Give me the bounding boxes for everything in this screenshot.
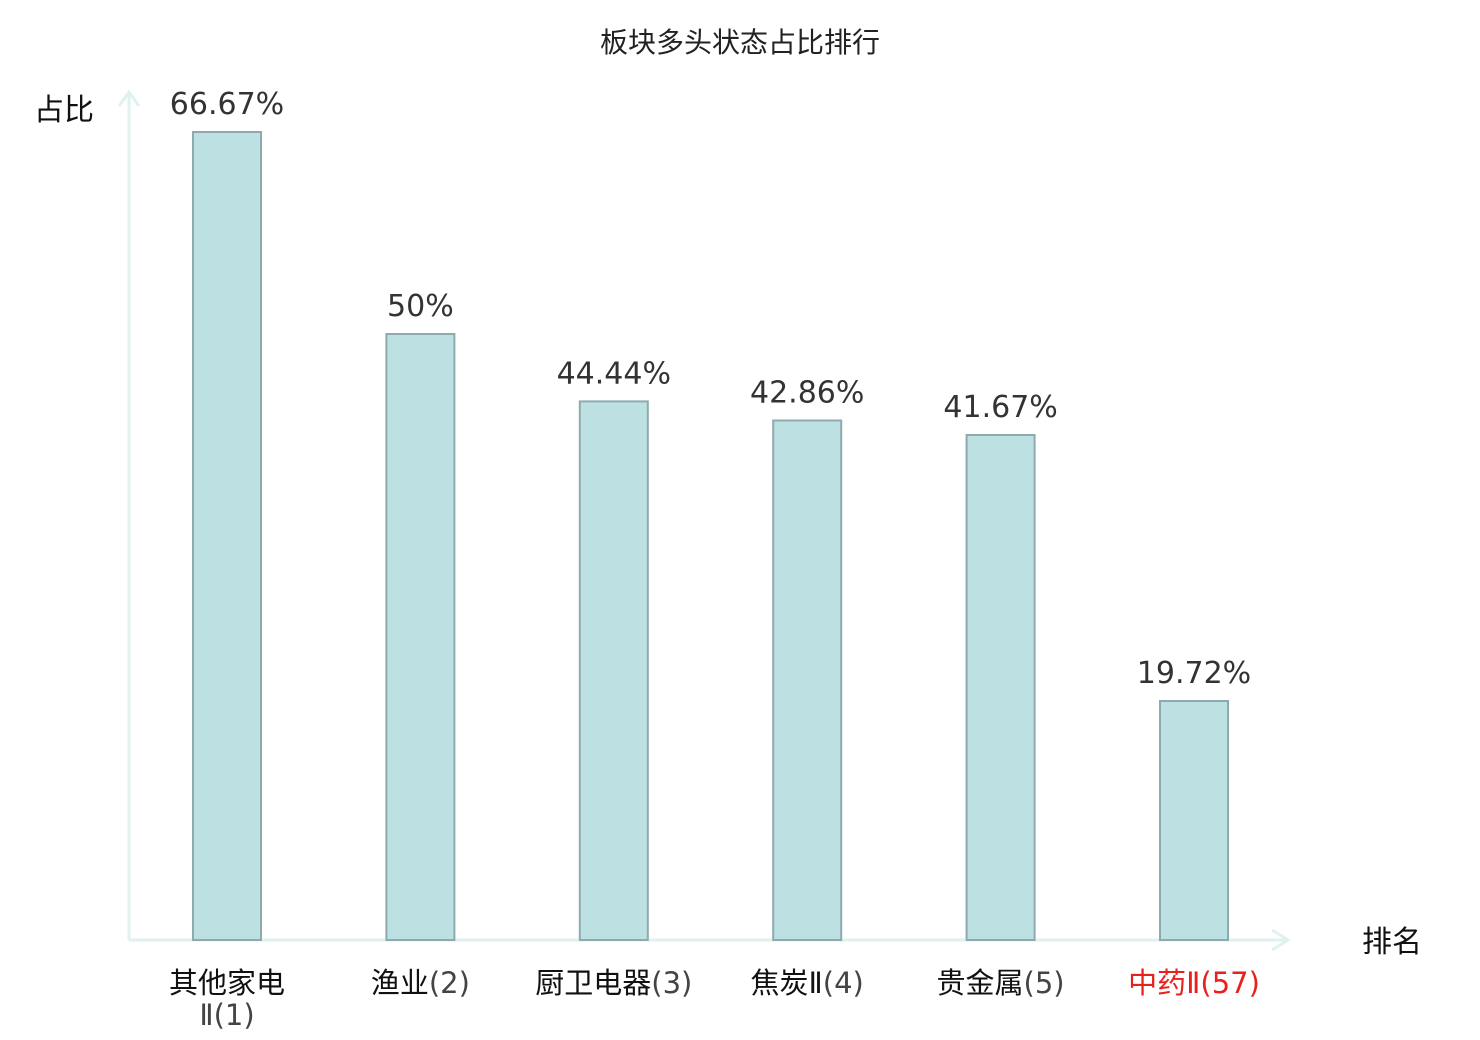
axes bbox=[117, 89, 1291, 952]
value-labels-group: 66.67% 50% 44.44% 42.86% 41.67% 19.72% bbox=[170, 87, 1251, 691]
value-label-6: 19.72% bbox=[1137, 656, 1251, 691]
category-rank-4: (4) bbox=[823, 966, 864, 1000]
x-axis-title: 排名 bbox=[1362, 925, 1422, 960]
bar-2 bbox=[385, 333, 456, 941]
bar-6 bbox=[1159, 700, 1229, 941]
category-label-5: 贵金属(5) bbox=[937, 966, 1065, 1000]
value-label-2: 50% bbox=[387, 289, 454, 324]
category-name-3: 厨卫电器 bbox=[535, 966, 651, 1000]
value-label-4: 42.86% bbox=[750, 376, 864, 411]
category-name-2: 渔业 bbox=[371, 966, 429, 1000]
category-rank-1: Ⅱ(1) bbox=[199, 998, 254, 1032]
y-axis-arrow bbox=[117, 89, 141, 107]
bar-3 bbox=[578, 400, 649, 941]
y-axis-title: 占比 bbox=[34, 93, 94, 128]
category-label-1: 其他家电 bbox=[169, 966, 285, 1000]
category-rank-2: (2) bbox=[429, 966, 470, 1000]
category-label-4: 焦炭Ⅱ(4) bbox=[751, 966, 864, 1000]
category-label-6: 中药Ⅱ(57) bbox=[1128, 966, 1260, 1000]
category-label-2: 渔业(2) bbox=[371, 966, 470, 1000]
category-name-5: 贵金属 bbox=[937, 966, 1024, 1000]
x-axis-arrow bbox=[1271, 928, 1291, 952]
bar-1 bbox=[192, 131, 262, 941]
bars-group bbox=[192, 131, 1229, 941]
category-name-4: 焦炭Ⅱ bbox=[751, 966, 823, 1000]
bar-5 bbox=[965, 434, 1036, 941]
value-label-3: 44.44% bbox=[557, 356, 671, 391]
category-label-3: 厨卫电器(3) bbox=[535, 966, 692, 1000]
value-label-5: 41.67% bbox=[943, 390, 1057, 425]
category-rank-6: (57) bbox=[1200, 966, 1260, 1000]
chart-title: 板块多头状态占比排行 bbox=[600, 26, 880, 59]
category-rank-3: (3) bbox=[651, 966, 692, 1000]
category-name-6: 中药Ⅱ bbox=[1128, 966, 1200, 1000]
value-label-1: 66.67% bbox=[170, 87, 284, 122]
bar-4 bbox=[772, 419, 843, 941]
category-rank-5: (5) bbox=[1024, 966, 1065, 1000]
